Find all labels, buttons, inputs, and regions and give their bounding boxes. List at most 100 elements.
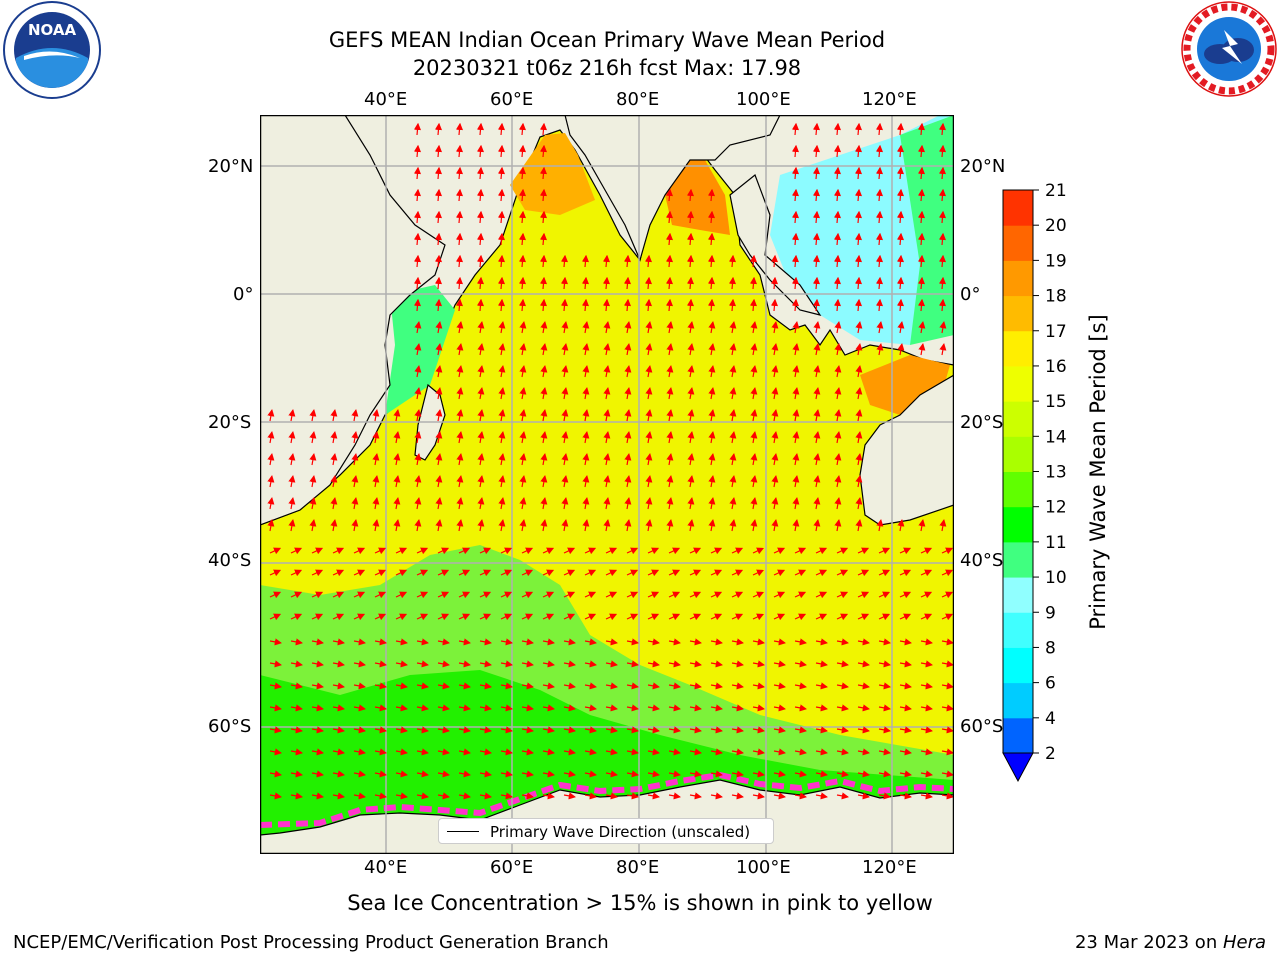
wave-arrow: [687, 431, 695, 444]
wave-arrow: [519, 343, 527, 356]
wave-arrow: [395, 660, 408, 668]
wave-arrow: [896, 276, 905, 290]
wave-arrow: [500, 682, 513, 690]
lon-tick-bottom-100e: 100°E: [736, 857, 791, 878]
wave-arrow: [269, 726, 282, 734]
wave-arrow: [896, 210, 905, 224]
wave-arrow: [645, 343, 653, 356]
wave-arrow: [791, 210, 800, 224]
wave-arrow: [477, 519, 485, 532]
wave-arrow: [728, 276, 737, 290]
wave-arrow: [920, 770, 933, 778]
wave-arrow: [267, 519, 275, 532]
wave-arrow: [812, 166, 821, 180]
wave-arrow: [668, 770, 681, 778]
wave-arrow: [878, 660, 891, 668]
wave-arrow: [813, 453, 821, 466]
footer-right: 23 Mar 2023 on Hera: [1075, 932, 1266, 953]
wave-arrow: [647, 591, 660, 599]
wave-arrow: [689, 613, 702, 621]
wave-arrow: [668, 726, 681, 734]
wave-arrow: [563, 748, 576, 756]
lon-tick-top-120e: 120°E: [862, 89, 917, 110]
wave-arrow: [395, 726, 408, 734]
wave-arrow: [497, 254, 506, 268]
wave-arrow: [731, 638, 744, 646]
wave-arrow: [539, 188, 548, 202]
legend-line-sample: [447, 831, 479, 832]
wave-arrow: [498, 519, 506, 532]
colorbar-bin-2: [1003, 647, 1033, 684]
wave-arrow: [771, 519, 779, 532]
wave-arrow: [437, 748, 450, 756]
wave-arrow: [500, 792, 513, 800]
wave-arrow: [815, 547, 828, 555]
wave-arrow: [437, 613, 450, 621]
wave-arrow: [563, 638, 576, 646]
wave-arrow: [458, 569, 471, 577]
wave-arrow: [561, 343, 569, 356]
wave-arrow: [731, 547, 744, 555]
wave-arrow: [854, 144, 863, 158]
wave-arrow: [458, 770, 471, 778]
wave-arrow: [288, 431, 296, 444]
wave-arrow: [731, 660, 744, 668]
wave-arrow: [584, 682, 597, 690]
wave-arrow: [899, 660, 912, 668]
wave-arrow: [666, 365, 674, 378]
wave-arrow: [857, 569, 870, 577]
wave-arrow: [710, 748, 723, 756]
wave-arrow: [896, 254, 905, 268]
wave-arrow: [813, 409, 821, 422]
india-land: [564, 115, 781, 262]
wave-arrow: [920, 547, 933, 555]
wave-arrow: [455, 122, 464, 136]
wave-arrow: [605, 704, 618, 712]
wave-arrow: [540, 519, 548, 532]
wave-arrow: [644, 254, 653, 268]
wave-arrow: [878, 591, 891, 599]
wave-arrow: [917, 232, 926, 246]
wave-arrow: [920, 748, 933, 756]
wave-arrow: [878, 770, 891, 778]
wave-arrow: [309, 519, 317, 532]
wave-arrow: [813, 475, 821, 488]
wave-arrow: [542, 748, 555, 756]
wave-arrow: [309, 431, 317, 444]
wave-arrow: [393, 475, 401, 488]
wave-arrow: [812, 254, 821, 268]
wave-arrow: [416, 660, 429, 668]
wave-arrow: [813, 321, 821, 334]
wave-arrow: [626, 726, 639, 734]
wave-arrow: [582, 475, 590, 488]
wave-arrow: [413, 166, 422, 180]
wave-arrow: [518, 144, 527, 158]
wave-arrow: [815, 660, 828, 668]
wave-arrow: [626, 704, 639, 712]
wave-arrow: [563, 726, 576, 734]
wave-arrow: [666, 321, 674, 334]
wave-arrow: [708, 365, 716, 378]
wave-arrow: [437, 569, 450, 577]
wave-arrow: [794, 547, 807, 555]
wave-arrow: [917, 122, 926, 136]
legend-label: Primary Wave Direction (unscaled): [490, 823, 751, 841]
wave-arrow: [689, 638, 702, 646]
wave-arrow: [792, 365, 800, 378]
wave-arrow: [878, 726, 891, 734]
colorbar-bin-12: [1003, 295, 1033, 332]
wave-arrow: [435, 365, 443, 378]
wave-arrow: [519, 475, 527, 488]
wave-arrow: [540, 365, 548, 378]
wave-arrow: [665, 188, 674, 202]
wave-arrow: [689, 726, 702, 734]
wave-arrow: [749, 254, 758, 268]
colorbar-tick-label: 12: [1045, 498, 1067, 518]
wave-arrow: [920, 660, 933, 668]
wave-arrow: [731, 748, 744, 756]
wave-arrow: [267, 475, 275, 488]
wave-arrow: [288, 475, 296, 488]
wave-arrow: [939, 321, 947, 334]
wave-arrow: [857, 770, 870, 778]
wave-arrow: [290, 591, 303, 599]
